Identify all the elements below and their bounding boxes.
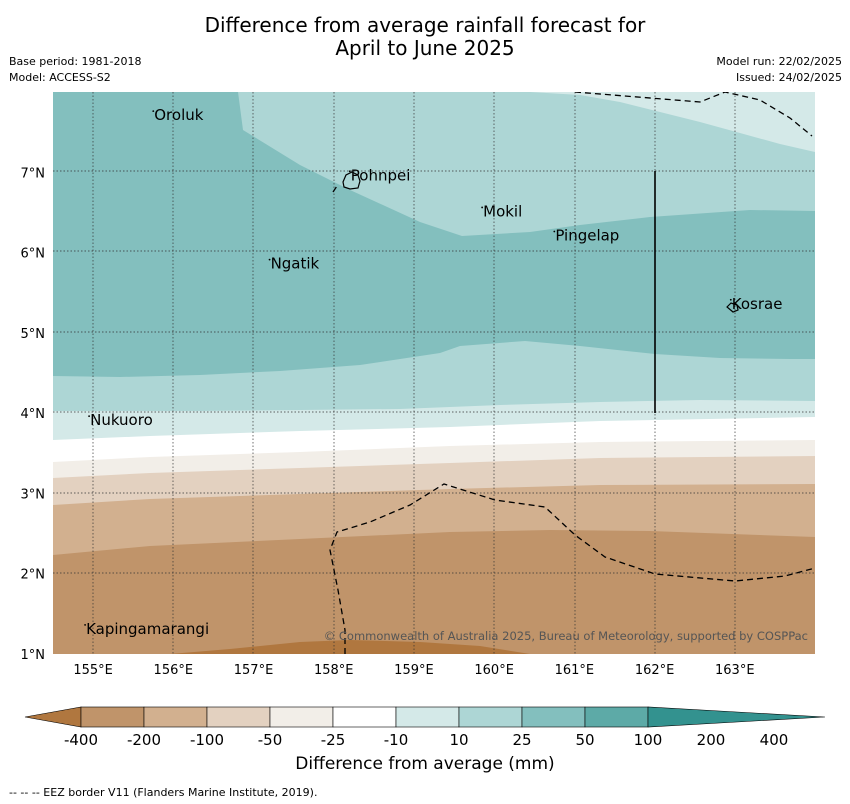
pohnpei-island [342,171,361,190]
lon-tick-label: 155°E [73,663,113,678]
band-minus400-minus200 [170,640,530,654]
lat-tick-label: 1°N [21,648,46,663]
colorbar-cell [80,706,145,728]
base-period: Base period: 1981-2018 [9,55,142,68]
kosrae-island [726,302,739,313]
lat-tick-label: 3°N [21,487,46,502]
place-marker [88,415,90,418]
place-marker [553,230,556,233]
lon-tick-label: 162°E [635,663,675,678]
issued-date: Issued: 24/02/2025 [735,71,842,84]
place-label: Nukuoro [90,411,153,429]
place-label: Mokil [483,202,522,220]
colorbar-tick-label: -100 [190,731,224,749]
lon-tick-label: 159°E [394,663,434,678]
lon-tick-label: 161°E [555,663,595,678]
colorbar-cell [521,706,586,728]
colorbar-max-extension [647,706,826,728]
colorbar-tick-label: -10 [384,731,409,749]
colorbar-cell [332,706,397,728]
graticule [53,92,815,654]
colorbar-tick-label: 400 [760,731,789,749]
place-label: Pohnpei [351,166,411,184]
lat-tick-label: 7°N [21,166,46,181]
place-marker [481,206,484,209]
colorbar-tick-label: 25 [512,731,531,749]
place-label: Pingelap [555,227,619,245]
place-marker [729,298,732,301]
eez-footnote: -- -- -- EEZ border V11 (Flanders Marine… [9,786,318,799]
colorbar-tick-label: 100 [634,731,663,749]
colorbar-title: Difference from average (mm) [295,754,555,774]
colorbar-cell [584,706,649,728]
colorbar-cell [269,706,334,728]
place-labels: Oroluk Pohnpei Mokil Pingelap Ngatik Kosrae Nu… [84,106,782,638]
colorbar-tick-label: -50 [258,731,283,749]
map: Oroluk Pohnpei Mokil Pingelap Ngatik Kosrae Nu… [21,92,815,678]
colorbar-tick-label: -400 [64,731,98,749]
colorbar-tick-label: -25 [321,731,346,749]
lat-tick-label: 2°N [21,568,46,583]
place-label: Kosrae [732,295,783,313]
colorbar-cell [395,706,460,728]
lon-tick-label: 158°E [314,663,354,678]
colorbar-cell [143,706,208,728]
lat-tick-label: 5°N [21,327,46,342]
model-run: Model run: 22/02/2025 [716,55,842,68]
colorbar-cell [458,706,523,728]
longitude-labels: 155°E 156°E 157°E 158°E 159°E 160°E 161°E 162°E… [73,663,754,678]
lon-tick-label: 160°E [474,663,514,678]
title-line-2: April to June 2025 [335,36,515,60]
colorbar-cell [206,706,271,728]
latitude-labels: 7°N 6°N 5°N 4°N 3°N 2°N 1°N [21,166,46,663]
copyright-text: © Commonwealth of Australia 2025, Bureau… [324,629,808,643]
place-marker [268,258,271,261]
rainfall-field [53,92,815,654]
place-marker [84,624,86,626]
place-marker [152,110,155,112]
chart-title: Difference from average rainfall forecas… [0,14,850,60]
model-name: Model: ACCESS-S2 [9,71,111,84]
colorbar-tick-label: 10 [449,731,468,749]
title-line-1: Difference from average rainfall forecas… [204,13,646,37]
lon-tick-label: 163°E [715,663,755,678]
lon-tick-label: 157°E [234,663,274,678]
colorbar-tick-label: 50 [575,731,594,749]
colorbar: -400 -200 -100 -50 -25 -10 10 25 50 100 200 400 [24,706,826,749]
lat-tick-label: 4°N [21,407,46,422]
meta-right: Model run: 22/02/2025 Issued: 24/02/2025 [716,54,842,86]
eez-border [329,92,815,654]
meta-left: Base period: 1981-2018 Model: ACCESS-S2 [9,54,141,86]
colorbar-tick-label: 200 [697,731,726,749]
lat-tick-label: 6°N [21,247,46,262]
colorbar-min-extension [24,706,82,728]
place-label: Oroluk [154,106,203,124]
colorbar-tick-label: -200 [127,731,161,749]
place-label: Ngatik [271,255,320,273]
place-label: Kapingamarangi [86,620,209,638]
lon-tick-label: 156°E [154,663,194,678]
place-marker [348,170,351,173]
band-minus200-minus100 [53,530,815,654]
